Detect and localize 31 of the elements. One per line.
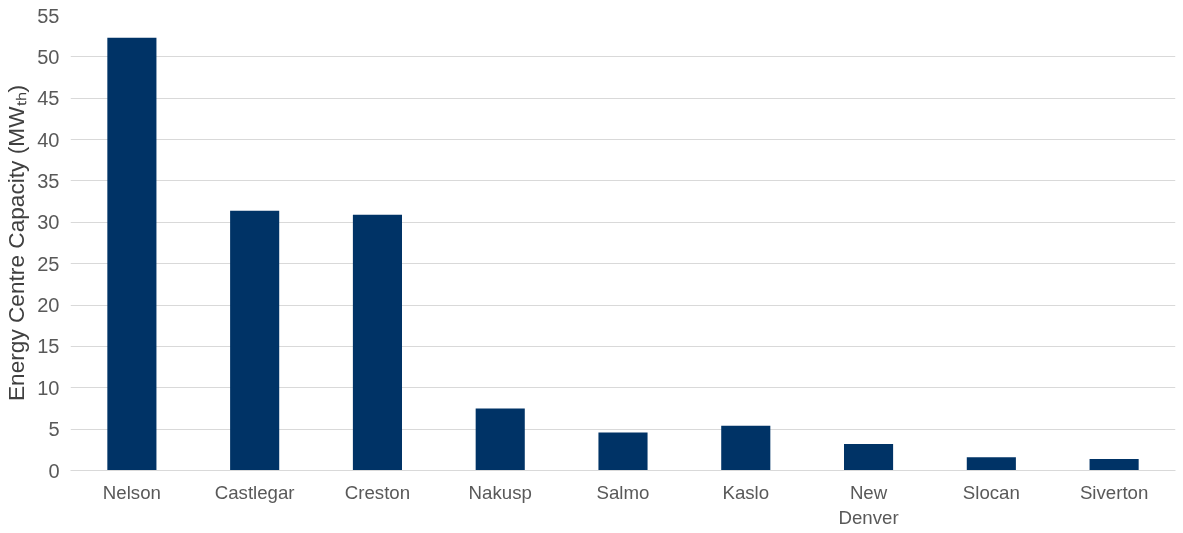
bar [844, 444, 894, 471]
bar [966, 457, 1016, 471]
bar [107, 37, 157, 471]
y-tick-label: 20 [37, 294, 60, 317]
x-tick-label: Salmo [596, 481, 650, 503]
bar [721, 425, 771, 471]
x-tick-label: Slocan [962, 481, 1020, 503]
x-tick-label: Siverton [1079, 481, 1149, 503]
x-tick-label: Kaslo [722, 481, 770, 503]
y-tick-label: 0 [48, 459, 60, 482]
x-tick-label: New Denver [838, 481, 899, 528]
bar [475, 408, 525, 471]
y-tick-label: 40 [37, 128, 60, 151]
bar [1089, 458, 1139, 471]
y-tick-label: 25 [37, 252, 60, 275]
bar [230, 210, 280, 471]
x-tick-label: Castlegar [214, 481, 295, 503]
y-tick-label: 35 [37, 169, 60, 192]
y-tick-label: 5 [48, 418, 60, 441]
bar [598, 432, 648, 471]
bar [352, 214, 402, 471]
y-tick-label: 45 [37, 87, 60, 110]
y-tick-label: 50 [37, 45, 60, 68]
y-tick-label: 15 [37, 335, 60, 358]
y-axis-title: Energy Centre Capacity (MWₜₕ) [3, 84, 30, 402]
y-tick-label: 10 [37, 376, 60, 399]
x-tick-label: Nelson [102, 481, 161, 503]
x-tick-label: Nakusp [468, 481, 532, 503]
y-tick-label: 30 [37, 211, 60, 234]
x-tick-label: Creston [344, 481, 411, 503]
y-tick-label: 55 [37, 4, 60, 27]
